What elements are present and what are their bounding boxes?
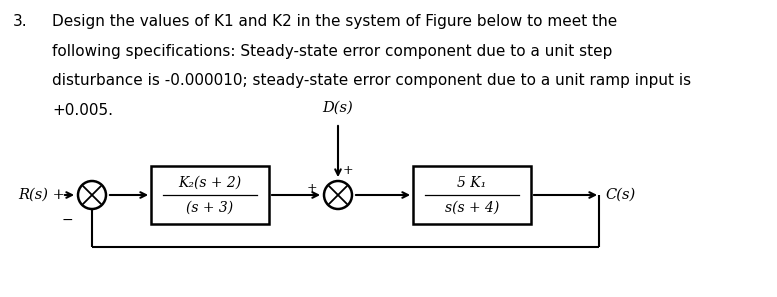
Text: +: +: [306, 181, 317, 195]
Text: K₂(s + 2): K₂(s + 2): [179, 176, 242, 190]
Text: +0.005.: +0.005.: [52, 102, 113, 118]
Text: following specifications: Steady-state error component due to a unit step: following specifications: Steady-state e…: [52, 43, 612, 59]
Text: s(s + 4): s(s + 4): [445, 201, 499, 215]
Bar: [413, 166, 531, 224]
Text: 5 K₁: 5 K₁: [458, 176, 486, 190]
Text: (s + 3): (s + 3): [186, 201, 234, 215]
Text: Design the values of K1 and K2 in the system of Figure below to meet the: Design the values of K1 and K2 in the sy…: [52, 14, 617, 29]
Text: D(s): D(s): [322, 101, 354, 115]
Text: disturbance is -0.000010; steady-state error component due to a unit ramp input : disturbance is -0.000010; steady-state e…: [52, 73, 691, 88]
Text: C(s): C(s): [605, 188, 636, 202]
Bar: [151, 166, 269, 224]
Text: R(s) +: R(s) +: [18, 188, 64, 202]
Text: +: +: [343, 164, 354, 177]
Text: 3.: 3.: [13, 14, 28, 29]
Text: −: −: [61, 213, 73, 227]
